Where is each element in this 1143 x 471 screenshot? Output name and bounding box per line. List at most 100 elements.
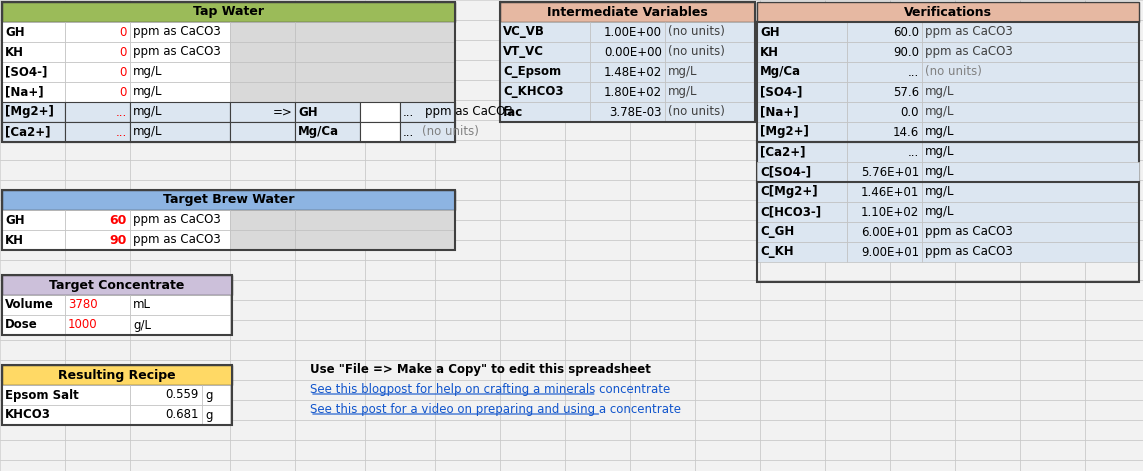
Bar	[1085, 180, 1143, 200]
Bar	[0, 40, 65, 60]
Bar	[825, 400, 890, 420]
Text: ...: ...	[115, 106, 127, 119]
Bar	[890, 400, 956, 420]
Bar	[130, 315, 230, 335]
Bar	[890, 460, 956, 471]
Bar	[825, 100, 890, 120]
Bar	[365, 340, 435, 360]
Bar	[365, 20, 435, 40]
Bar	[956, 0, 1020, 20]
Bar	[65, 420, 130, 440]
Bar	[0, 380, 65, 400]
Text: ...: ...	[908, 65, 919, 79]
Bar	[695, 120, 760, 140]
Bar	[757, 42, 847, 62]
Bar	[130, 360, 230, 380]
Bar	[435, 200, 499, 220]
Bar	[230, 160, 295, 180]
Bar	[825, 200, 890, 220]
Bar	[435, 180, 499, 200]
Bar	[847, 222, 922, 242]
Bar	[130, 40, 230, 60]
Bar	[365, 440, 435, 460]
Bar	[1085, 380, 1143, 400]
Bar	[435, 220, 499, 240]
Bar	[230, 82, 295, 102]
Bar	[435, 440, 499, 460]
Bar	[1020, 40, 1085, 60]
Bar	[435, 300, 499, 320]
Bar	[365, 60, 435, 80]
Bar	[590, 82, 665, 102]
Bar	[956, 200, 1020, 220]
Text: mg/L: mg/L	[925, 125, 954, 138]
Text: 1.48E+02: 1.48E+02	[604, 65, 662, 79]
Bar	[1085, 340, 1143, 360]
Bar	[435, 80, 499, 100]
Bar	[1020, 220, 1085, 240]
Bar	[825, 0, 890, 20]
Bar	[499, 380, 565, 400]
Bar	[956, 420, 1020, 440]
Bar	[365, 80, 435, 100]
Bar	[956, 60, 1020, 80]
Bar	[230, 42, 295, 62]
Bar	[499, 440, 565, 460]
Text: ...: ...	[115, 125, 127, 138]
Bar	[230, 210, 295, 230]
Bar	[1085, 300, 1143, 320]
Text: ...: ...	[403, 106, 414, 119]
Text: Intermediate Variables: Intermediate Variables	[547, 6, 708, 18]
Bar	[65, 0, 130, 20]
Bar	[365, 180, 435, 200]
Bar	[630, 20, 695, 40]
Bar	[1020, 100, 1085, 120]
Bar	[956, 380, 1020, 400]
Bar	[760, 420, 825, 440]
Text: [Mg2+]: [Mg2+]	[760, 125, 809, 138]
Bar	[922, 122, 1140, 142]
Bar	[65, 460, 130, 471]
Text: (no units): (no units)	[422, 125, 479, 138]
Bar	[2, 82, 65, 102]
Text: C_GH: C_GH	[760, 226, 794, 238]
Bar	[956, 260, 1020, 280]
Text: KH: KH	[5, 46, 24, 58]
Text: Tap Water: Tap Water	[193, 6, 264, 18]
Bar	[1085, 280, 1143, 300]
Bar	[365, 300, 435, 320]
Bar	[230, 40, 295, 60]
Bar	[130, 230, 230, 250]
Bar	[956, 20, 1020, 40]
Bar	[435, 100, 499, 120]
Bar	[295, 100, 365, 120]
Bar	[847, 102, 922, 122]
Bar	[757, 62, 847, 82]
Bar	[435, 160, 499, 180]
Bar	[365, 420, 435, 440]
Bar	[565, 320, 630, 340]
Bar	[665, 82, 756, 102]
Bar	[230, 80, 295, 100]
Bar	[760, 20, 825, 40]
Bar	[130, 200, 230, 220]
Text: (no units): (no units)	[668, 25, 725, 39]
Bar	[365, 360, 435, 380]
Bar	[435, 380, 499, 400]
Text: [SO4-]: [SO4-]	[5, 65, 47, 79]
Text: [Ca2+]: [Ca2+]	[760, 146, 806, 159]
Text: VT_VC: VT_VC	[503, 46, 544, 58]
Bar	[825, 320, 890, 340]
Bar	[630, 340, 695, 360]
Text: 1.10E+02: 1.10E+02	[861, 205, 919, 219]
Bar	[435, 460, 499, 471]
Bar	[65, 80, 130, 100]
Bar	[1085, 100, 1143, 120]
Bar	[890, 0, 956, 20]
Bar	[695, 160, 760, 180]
Bar	[130, 60, 230, 80]
Text: KH: KH	[5, 234, 24, 246]
Bar	[565, 0, 630, 20]
Bar	[130, 420, 230, 440]
Bar	[295, 420, 365, 440]
